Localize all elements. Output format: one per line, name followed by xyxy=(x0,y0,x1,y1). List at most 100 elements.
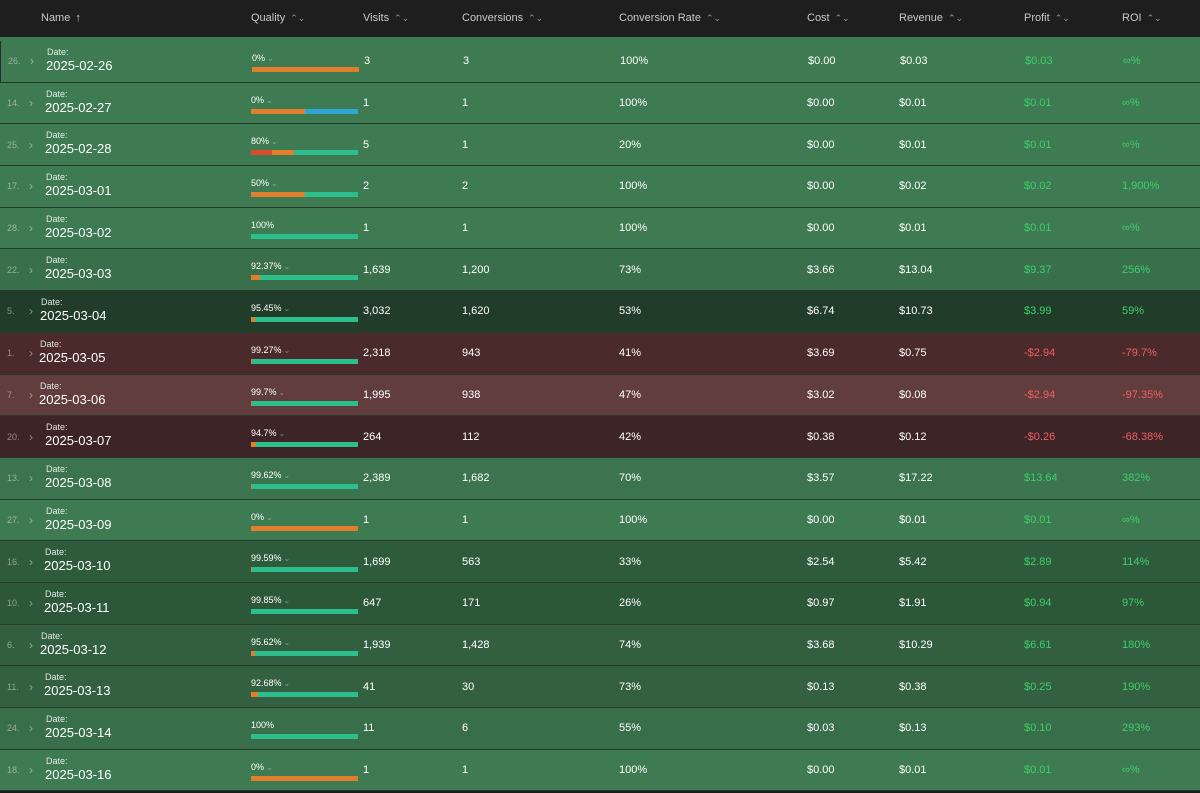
table-row[interactable]: 6. › Date: 2025-03-12 95.62% ⌄ 1,939 1,42… xyxy=(0,624,1200,667)
chevron-down-icon[interactable]: ⌄ xyxy=(271,179,278,189)
chevron-down-icon[interactable]: ⌄ xyxy=(283,262,291,272)
conversions-cell: 112 xyxy=(462,430,480,443)
chevron-right-icon[interactable]: › xyxy=(29,554,33,569)
table-row[interactable]: 11. › Date: 2025-03-13 92.68% ⌄ 41 30 73%… xyxy=(0,666,1200,708)
chevron-down-icon[interactable]: ⌄ xyxy=(283,679,291,689)
column-header-cost[interactable]: Cost ⌃⌄ xyxy=(807,0,850,37)
conversions-cell: 1,682 xyxy=(462,472,490,485)
quality-cell: 0% ⌄ xyxy=(251,95,358,114)
table-row[interactable]: 13. › Date: 2025-03-08 99.62% ⌄ 2,389 1,6… xyxy=(0,457,1200,500)
chevron-right-icon[interactable]: › xyxy=(29,679,33,694)
visits-cell: 1 xyxy=(363,764,370,777)
chevron-right-icon[interactable]: › xyxy=(29,262,33,277)
table-row[interactable]: 5. › Date: 2025-03-04 95.45% ⌄ 3,032 1,62… xyxy=(0,291,1200,333)
chevron-right-icon[interactable]: › xyxy=(29,721,33,736)
chevron-right-icon[interactable]: › xyxy=(29,387,33,402)
table-row[interactable]: 17. › Date: 2025-03-01 50% ⌄ 2 2 100% $0.… xyxy=(0,166,1200,208)
table-row[interactable]: 16. › Date: 2025-03-10 99.59% ⌄ 1,699 563… xyxy=(0,541,1200,583)
table-row[interactable]: 25. › Date: 2025-02-28 80% ⌄ 5 1 20% $0.0… xyxy=(0,124,1200,167)
quality-segment xyxy=(251,400,253,406)
revenue-cell: $0.01 xyxy=(899,138,927,151)
cost-cell: $0.00 xyxy=(807,764,835,777)
column-header-conversions[interactable]: Conversions ⌃⌄ xyxy=(462,0,543,37)
table-row[interactable]: 10. › Date: 2025-03-11 99.85% ⌄ 647 171 2… xyxy=(0,582,1200,625)
chevron-down-icon[interactable]: ⌄ xyxy=(266,762,273,772)
column-header-label: ROI xyxy=(1122,12,1142,24)
column-header-name[interactable]: Name ↑ xyxy=(41,0,81,37)
chevron-down-icon[interactable]: ⌄ xyxy=(283,345,291,355)
chevron-down-icon[interactable]: ⌄ xyxy=(283,595,291,605)
chevron-down-icon[interactable]: ⌄ xyxy=(283,637,291,647)
quality-segment xyxy=(251,108,305,114)
row-index: 5. xyxy=(7,306,15,317)
table-row[interactable]: 28. › Date: 2025-03-02 100% 1 1 100% $0.… xyxy=(0,207,1200,250)
chevron-right-icon[interactable]: › xyxy=(29,96,33,111)
conversion-rate-cell: 33% xyxy=(619,555,642,568)
quality-segment xyxy=(304,192,358,198)
conversion-rate-cell: 73% xyxy=(619,680,642,693)
chevron-down-icon[interactable]: ⌄ xyxy=(266,95,273,105)
chevron-down-icon[interactable]: ⌄ xyxy=(283,554,291,564)
chevron-down-icon[interactable]: ⌄ xyxy=(283,304,291,314)
column-header-roi[interactable]: ROI ⌃⌄ xyxy=(1122,0,1162,37)
chevron-right-icon[interactable]: › xyxy=(29,179,33,194)
profit-cell: -$0.26 xyxy=(1024,430,1056,443)
chevron-right-icon[interactable]: › xyxy=(29,304,33,319)
column-header-label: Quality xyxy=(251,12,286,24)
chevron-down-icon[interactable]: ⌄ xyxy=(278,429,286,439)
roi-cell: ∞% xyxy=(1122,513,1140,526)
table-row[interactable]: 20. › Date: 2025-03-07 94.7% ⌄ 264 112 42… xyxy=(0,416,1200,458)
date-label: Date: xyxy=(45,672,67,683)
chevron-down-icon[interactable]: ⌄ xyxy=(266,512,273,522)
date-label: Date: xyxy=(46,255,68,266)
column-header-label: Revenue xyxy=(899,12,944,24)
chevron-down-icon[interactable]: ⌄ xyxy=(271,137,278,147)
table-row[interactable]: 22. › Date: 2025-03-03 92.37% ⌄ 1,639 1,2… xyxy=(0,249,1200,292)
quality-percent: 99.27% xyxy=(251,344,282,355)
table-row[interactable]: 27. › Date: 2025-03-09 0% ⌄ 1 1 100% $0.0… xyxy=(0,499,1200,542)
chevron-right-icon[interactable]: › xyxy=(29,137,33,152)
conversions-cell: 1 xyxy=(462,97,469,110)
chevron-right-icon[interactable]: › xyxy=(30,54,34,69)
chevron-down-icon[interactable]: ⌄ xyxy=(283,470,291,480)
table-row[interactable]: 1. › Date: 2025-03-05 99.27% ⌄ 2,318 943 … xyxy=(0,332,1200,375)
table-row[interactable]: 24. › Date: 2025-03-14 100% 11 6 55% $0.… xyxy=(0,708,1200,750)
table-row[interactable]: 7. › Date: 2025-03-06 99.7% ⌄ 1,995 938 4… xyxy=(0,374,1200,417)
row-index: 10. xyxy=(7,598,20,609)
chevron-right-icon[interactable]: › xyxy=(29,596,33,611)
name-cell: Date: 2025-03-02 xyxy=(45,214,112,240)
table-row[interactable]: 14. › Date: 2025-02-27 0% ⌄ 1 1 100% $0.0… xyxy=(0,82,1200,125)
roi-cell: ∞% xyxy=(1123,55,1141,68)
chevron-right-icon[interactable]: › xyxy=(29,763,33,778)
date-value: 2025-03-02 xyxy=(45,224,112,240)
column-header-visits[interactable]: Visits ⌃⌄ xyxy=(363,0,409,37)
column-header-quality[interactable]: Quality ⌃⌄ xyxy=(251,0,305,37)
chevron-right-icon[interactable]: › xyxy=(29,471,33,486)
chevron-right-icon[interactable]: › xyxy=(29,429,33,444)
revenue-cell: $0.02 xyxy=(899,180,927,193)
column-header-profit[interactable]: Profit ⌃⌄ xyxy=(1024,0,1070,37)
quality-bar xyxy=(251,358,358,364)
column-header-revenue[interactable]: Revenue ⌃⌄ xyxy=(899,0,963,37)
table-row[interactable]: 18. › Date: 2025-03-16 0% ⌄ 1 1 100% $0.0… xyxy=(0,749,1200,792)
conversion-rate-cell: 100% xyxy=(619,764,648,777)
quality-segment xyxy=(272,150,294,156)
chevron-down-icon[interactable]: ⌄ xyxy=(267,54,274,63)
quality-segment xyxy=(251,192,305,198)
chevron-down-icon[interactable]: ⌄ xyxy=(278,387,286,397)
row-index: 16. xyxy=(7,556,20,567)
conversion-rate-cell: 100% xyxy=(619,513,648,526)
cost-cell: $0.97 xyxy=(807,597,835,610)
column-header-conversion-rate[interactable]: Conversion Rate ⌃⌄ xyxy=(619,0,721,37)
chevron-right-icon[interactable]: › xyxy=(29,637,33,652)
sort-toggle-icon: ⌃⌄ xyxy=(834,13,850,23)
chevron-right-icon[interactable]: › xyxy=(29,346,33,361)
date-value: 2025-02-28 xyxy=(45,141,112,157)
date-value: 2025-03-12 xyxy=(40,641,107,657)
table-row[interactable]: 26. › Date: 2025-02-26 0% ⌄ 3 3 100% $0.0… xyxy=(0,41,1200,83)
date-label: Date: xyxy=(46,505,68,516)
conversions-cell: 30 xyxy=(462,680,475,693)
chevron-right-icon[interactable]: › xyxy=(29,221,33,236)
chevron-right-icon[interactable]: › xyxy=(29,512,33,527)
quality-percent: 100% xyxy=(251,720,275,730)
